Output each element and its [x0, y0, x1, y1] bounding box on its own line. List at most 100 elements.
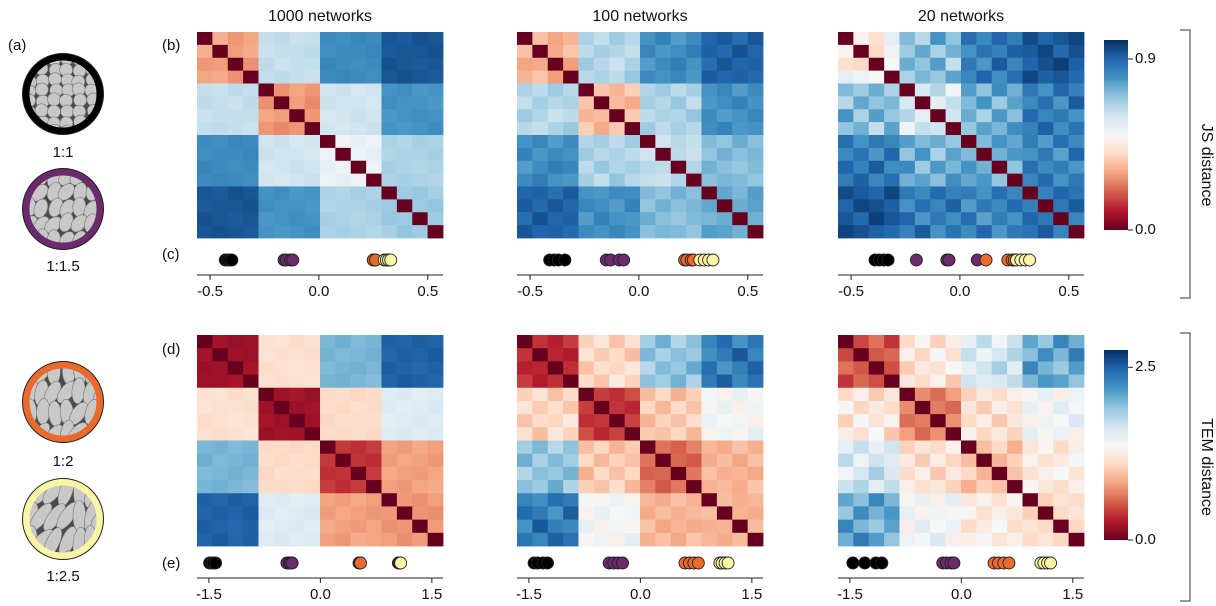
heatmap-cell — [899, 387, 916, 402]
heatmap-cell — [930, 160, 947, 175]
heatmap-cell — [716, 160, 733, 175]
heatmap-cell — [1053, 361, 1070, 375]
heatmap-cell — [732, 387, 749, 402]
heatmap-cell — [197, 493, 213, 507]
heatmap-cell — [899, 186, 916, 200]
particle — [94, 441, 116, 470]
heatmap-cell — [227, 32, 244, 46]
heatmap-cell — [732, 427, 749, 441]
heatmap-cell — [304, 135, 321, 149]
heatmap-cell — [686, 453, 702, 468]
heatmap-cell — [212, 493, 229, 507]
heatmap-cell — [532, 453, 549, 468]
heatmap-cell — [732, 348, 749, 362]
heatmap-cell — [1053, 348, 1070, 362]
heatmap-cell — [732, 173, 749, 187]
particle — [36, 336, 50, 362]
heatmap-cell — [412, 96, 429, 110]
heatmap-cell — [1068, 493, 1085, 507]
heatmap-cell — [853, 400, 870, 415]
heatmap-cell — [1022, 147, 1039, 162]
heatmap-cell — [273, 186, 290, 200]
heatmap-cell — [578, 70, 595, 84]
heatmap-cell — [670, 212, 687, 226]
x-tick-label: 0.0 — [949, 283, 970, 300]
heatmap-cell — [273, 532, 290, 547]
heatmap-cell — [609, 109, 626, 123]
x-tick-label: 0.5 — [737, 283, 758, 300]
heatmap-cell — [593, 414, 610, 428]
heatmap-cell — [547, 466, 564, 481]
heatmap-cell — [517, 374, 533, 389]
heatmap-cell — [227, 186, 244, 200]
heatmap-cell — [961, 493, 977, 507]
heatmap-cell — [899, 361, 916, 375]
heatmap-cell — [899, 57, 916, 72]
heatmap-cell — [655, 122, 672, 136]
heatmap-cell — [853, 387, 870, 402]
heatmap-cell — [547, 532, 564, 547]
heatmap-cell — [289, 225, 306, 239]
heatmap-cell — [686, 387, 702, 402]
heatmap-cell — [396, 466, 413, 481]
heatmap-cell — [532, 335, 549, 349]
heatmap-cell — [961, 32, 977, 46]
heatmap-cell — [991, 348, 1008, 362]
heatmap-cell — [1053, 480, 1070, 494]
heatmap-cell — [670, 122, 687, 136]
heatmap-cell — [701, 374, 718, 389]
heatmap-cell — [258, 199, 275, 213]
heatmap-cell — [991, 96, 1008, 110]
heatmap-cell — [593, 173, 610, 187]
heatmap-cell — [670, 70, 687, 84]
heatmap-cell — [1068, 400, 1085, 415]
heatmap-cell — [273, 466, 290, 481]
heatmap-cell — [976, 453, 993, 468]
heatmap-cell — [716, 135, 733, 149]
heatmap-cell — [547, 199, 564, 213]
heatmap-cell — [884, 400, 900, 415]
heatmap-cell — [532, 348, 549, 362]
heatmap-cell — [868, 70, 885, 84]
heatmap-cell — [366, 480, 382, 494]
heatmap-cell — [212, 361, 229, 375]
particle — [61, 550, 76, 553]
heatmap-cell — [320, 480, 336, 494]
heatmap-cell — [212, 32, 229, 46]
heatmap-cell — [1053, 387, 1070, 402]
heatmap-cell — [289, 480, 306, 494]
heatmap-cell — [243, 32, 259, 46]
heatmap-cell — [1022, 414, 1039, 428]
heatmap-cell — [1068, 466, 1085, 481]
heatmap-cell — [320, 32, 336, 46]
heatmap-cell — [1007, 96, 1023, 110]
heatmap-cell — [289, 83, 306, 97]
heatmap-cell — [532, 122, 549, 136]
heatmap-cell — [320, 427, 336, 441]
heatmap-cell — [716, 147, 733, 162]
heatmap-cell — [532, 199, 549, 213]
heatmap-cell — [547, 83, 564, 97]
heatmap-cell — [1053, 427, 1070, 441]
heatmap-cell — [884, 70, 900, 84]
heatmap-cell — [273, 348, 290, 362]
heatmap-cell — [197, 135, 213, 149]
heatmap-cell — [914, 225, 931, 239]
heatmap-cell — [640, 414, 656, 428]
heatmap-cell — [640, 400, 656, 415]
heatmap-cell — [609, 160, 626, 175]
heatmap-cell — [335, 225, 352, 239]
heatmap-cell — [1053, 173, 1070, 187]
heatmap-cell — [732, 493, 749, 507]
heatmap-cell — [412, 532, 429, 547]
heatmap-cell — [868, 96, 885, 110]
heatmap-cell — [884, 480, 900, 494]
heatmap-cell — [868, 480, 885, 494]
heatmap-cell — [747, 109, 764, 123]
heatmap-cell — [961, 361, 977, 375]
heatmap-cell — [609, 96, 626, 110]
particle — [5, 337, 28, 366]
heatmap-cell — [227, 374, 244, 389]
heatmap-cell — [197, 122, 213, 136]
heatmap-cell — [853, 440, 870, 455]
